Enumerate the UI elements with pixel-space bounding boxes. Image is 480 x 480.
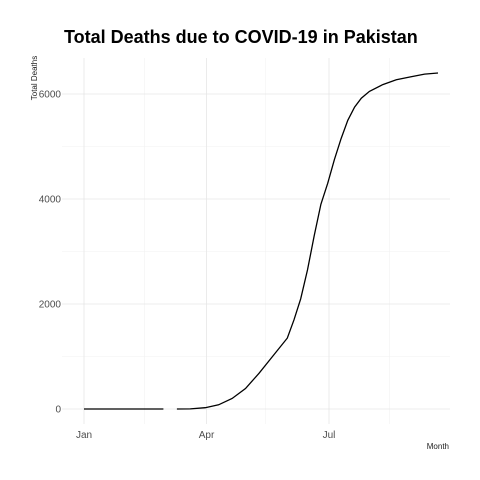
chart-title: Total Deaths due to COVID-19 in Pakistan <box>64 27 418 47</box>
y-tick-label: 6000 <box>39 90 62 101</box>
x-tick-label: Apr <box>199 430 215 441</box>
y-tick-label: 4000 <box>39 195 62 206</box>
x-tick-label: Jan <box>76 430 92 441</box>
major-gridlines <box>62 58 450 424</box>
y-axis-title: Total Deaths <box>30 56 39 100</box>
y-tick-label: 0 <box>55 405 61 416</box>
x-tick-label: Jul <box>323 430 336 441</box>
y-tick-labels: 0 2000 4000 6000 <box>39 90 62 416</box>
x-axis-title: Month <box>427 442 449 451</box>
minor-gridlines <box>62 58 450 424</box>
series-layer <box>84 72 439 410</box>
series-line-segment <box>176 72 439 410</box>
y-tick-label: 2000 <box>39 300 62 311</box>
x-tick-labels: Jan Apr Jul <box>76 430 335 441</box>
